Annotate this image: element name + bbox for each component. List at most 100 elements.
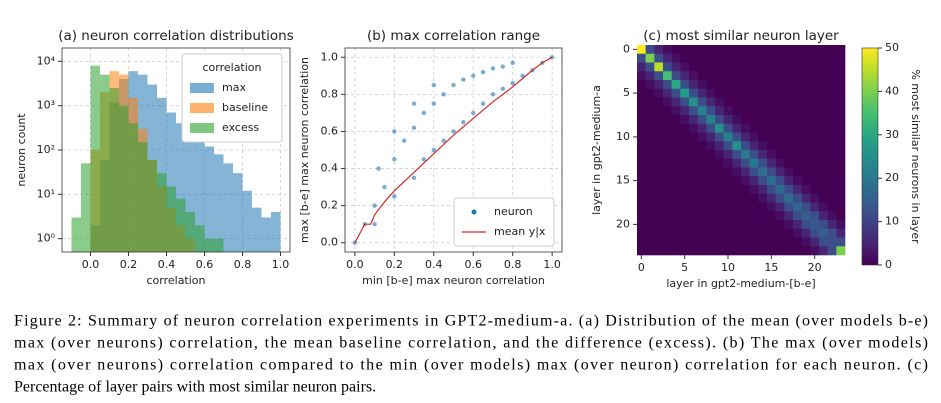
heatmap-cell [732,150,742,160]
heatmap-cell [689,71,698,81]
heatmap-cell [767,53,776,63]
heatmap-cell [671,220,681,230]
x-tick-label: 1.0 [272,258,290,271]
heatmap-cell [671,71,681,81]
heatmap-cell [663,97,672,107]
heatmap-cell [784,220,794,230]
heatmap-cell [689,211,698,221]
heatmap-cell [827,237,837,247]
heatmap-cell [715,176,724,186]
heatmap-cell [663,228,672,238]
heatmap-cell [732,62,742,72]
x-axis-label: layer in gpt2-medium-[b-e] [666,277,815,290]
histogram-bar [185,132,195,252]
legend-box [453,197,555,247]
heatmap-cell [775,185,785,195]
heatmap-cell [645,53,655,63]
y-tick-label: 10² [37,143,55,156]
heatmap-cell [827,88,837,98]
heatmap-cell [741,106,750,116]
heatmap-cell [793,176,802,186]
heatmap-cell [749,220,759,230]
heatmap-cell [827,80,837,90]
heatmap-cell [793,237,802,247]
histogram-bar [71,217,81,252]
heatmap-cell [723,62,733,72]
heatmap-cell [775,88,785,98]
heatmap-cell [732,211,742,221]
heatmap-cell [767,71,776,81]
heatmap-cell [836,202,846,212]
heatmap-cell [706,88,716,98]
heatmap-cell [767,220,776,230]
panel-title: (a) neuron correlation distributions [58,28,294,44]
heatmap-cell [723,193,733,203]
heatmap-cell [706,123,716,133]
heatmap-cell [775,228,785,238]
heatmap-cell [697,185,707,195]
heatmap-cell [827,45,837,55]
heatmap-cell [680,62,690,72]
heatmap-cell [680,123,690,133]
heatmap-cell [793,202,802,212]
heatmap-cell [801,158,811,168]
heatmap-cell [637,220,646,230]
heatmap-cell [654,123,664,133]
heatmap-cell [758,193,768,203]
heatmap-cell [819,123,828,133]
heatmap-cell [767,45,776,55]
y-tick-label: 10 [616,130,630,143]
heatmap-cell [775,123,785,133]
heatmap-cell [775,220,785,230]
heatmap-cell [680,176,690,186]
heatmap-cell [810,106,820,116]
y-tick-label: 20 [616,217,630,230]
heatmap-cell [827,176,837,186]
heatmap-cell [706,132,716,142]
x-tick-label: 20 [808,261,822,274]
heatmap-cell [767,246,776,256]
heatmap-cell [732,123,742,133]
heatmap-cell [689,150,698,160]
heatmap-cell [827,141,837,151]
plot-frame [344,47,563,253]
heatmap-cell [654,53,664,63]
colorbar-tick-label: 40 [885,84,899,97]
heatmap-cell [637,45,646,55]
heatmap-cell [758,158,768,168]
heatmap-cell [671,115,681,125]
heatmap-cell [784,80,794,90]
heatmap-cell [663,71,672,81]
x-tick-label: 0.0 [82,258,100,271]
heatmap-cell [784,167,794,177]
heatmap-cell [663,237,672,247]
heatmap-cell [741,167,750,177]
heatmap-cell [645,246,655,256]
heatmap-cell [645,193,655,203]
heatmap-cell [810,246,820,256]
heatmap-cell [827,97,837,107]
y-tick-label: 5 [623,86,630,99]
heatmap-cell [827,150,837,160]
heatmap-cell [706,106,716,116]
heatmap-cell [810,97,820,107]
heatmap-cell [706,211,716,221]
x-tick-label: 10 [721,261,735,274]
heatmap-cell [758,62,768,72]
heatmap-cell [827,106,837,116]
heatmap-cell [680,115,690,125]
heatmap-cell [810,167,820,177]
heatmap-cell [793,97,802,107]
heatmap-cell [689,246,698,256]
scatter-point [490,92,496,97]
heatmap-cell [689,45,698,55]
heatmap-cell [723,150,733,160]
heatmap-cell [801,228,811,238]
heatmap-cell [732,228,742,238]
legend-label: neuron [494,205,533,218]
heatmap-cell [819,167,828,177]
histogram-bar [195,225,205,252]
heatmap-cell [697,141,707,151]
heatmap-cell [758,45,768,55]
heatmap-cell [697,158,707,168]
